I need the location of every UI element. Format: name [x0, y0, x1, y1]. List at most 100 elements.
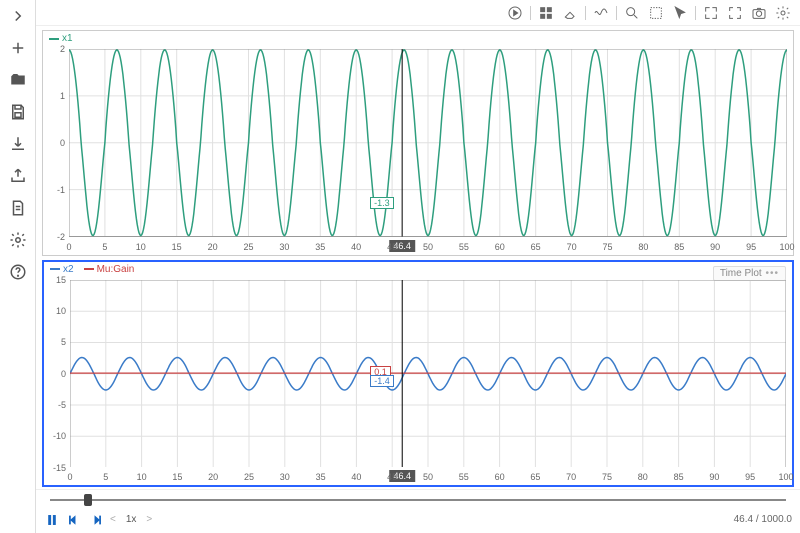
export-icon[interactable]: [8, 166, 28, 186]
fullscreen-icon[interactable]: [726, 4, 744, 22]
x-tick-label: 45: [387, 472, 397, 482]
x-tick-label: 95: [745, 472, 755, 482]
legend-swatch: [50, 268, 60, 270]
x-tick-label: 90: [710, 242, 720, 252]
x-tick-label: 0: [67, 472, 72, 482]
x-tick-label: 95: [746, 242, 756, 252]
expand-icon[interactable]: [702, 4, 720, 22]
x-tick-label: 30: [279, 242, 289, 252]
x-tick-label: 15: [172, 242, 182, 252]
x-tick-label: 15: [172, 472, 182, 482]
plot-panel-x1[interactable]: x1 46.4 05101520253035404550556065707580…: [42, 30, 794, 256]
y-tick-label: -15: [46, 463, 66, 473]
legend: x2 Mu:Gain: [50, 264, 134, 275]
settings-icon[interactable]: [8, 230, 28, 250]
playback-bar: < 1x > 46.4 / 1000.0: [36, 489, 800, 533]
gear-icon[interactable]: [774, 4, 792, 22]
x-tick-label: 55: [459, 242, 469, 252]
x-tick-label: 20: [208, 472, 218, 482]
plot-panel-x2[interactable]: x2 Mu:Gain Time Plot 46.4 05101520253035…: [42, 260, 794, 488]
folder-icon[interactable]: [8, 70, 28, 90]
left-sidebar: [0, 0, 36, 533]
cursor-value-tag: -1.3: [370, 197, 394, 209]
chart-area[interactable]: [69, 49, 787, 237]
step-back-icon[interactable]: [66, 512, 82, 528]
y-tick-label: 2: [45, 44, 65, 54]
legend-label: Mu:Gain: [97, 264, 135, 275]
chart-area[interactable]: [70, 280, 786, 468]
cursor-value-tag: -1.4: [370, 375, 394, 387]
x-tick-label: 85: [674, 472, 684, 482]
y-tick-label: 5: [46, 337, 66, 347]
eraser-icon[interactable]: [561, 4, 579, 22]
x-tick-label: 35: [316, 472, 326, 482]
collapse-icon[interactable]: [8, 6, 28, 26]
run-icon[interactable]: [506, 4, 524, 22]
add-icon[interactable]: [8, 38, 28, 58]
grid-icon[interactable]: [537, 4, 555, 22]
legend-label: x2: [63, 264, 74, 275]
toolbar-divider: [530, 6, 531, 20]
legend-swatch: [84, 268, 94, 270]
toolbar-divider: [616, 6, 617, 20]
x-tick-label: 5: [103, 472, 108, 482]
x-tick-label: 70: [567, 242, 577, 252]
zoom-icon[interactable]: [623, 4, 641, 22]
y-tick-label: 10: [46, 306, 66, 316]
x-tick-label: 10: [137, 472, 147, 482]
signal-icon[interactable]: [592, 4, 610, 22]
speed-up-icon[interactable]: >: [146, 514, 152, 525]
plots-container: x1 46.4 05101520253035404550556065707580…: [36, 26, 800, 489]
y-tick-label: -10: [46, 431, 66, 441]
legend: x1: [49, 33, 73, 44]
x-tick-label: 5: [102, 242, 107, 252]
x-tick-label: 90: [709, 472, 719, 482]
camera-icon[interactable]: [750, 4, 768, 22]
x-tick-label: 100: [778, 472, 793, 482]
x-tick-label: 20: [208, 242, 218, 252]
time-status: 46.4 / 1000.0: [734, 514, 792, 525]
y-tick-label: 0: [46, 369, 66, 379]
x-tick-label: 65: [531, 242, 541, 252]
x-tick-label: 80: [638, 472, 648, 482]
y-tick-label: 15: [46, 275, 66, 285]
download-icon[interactable]: [8, 134, 28, 154]
y-tick-label: 1: [45, 91, 65, 101]
document-icon[interactable]: [8, 198, 28, 218]
speed-label: 1x: [122, 514, 141, 525]
play-controls: < 1x >: [44, 512, 152, 528]
x-tick-label: 50: [423, 472, 433, 482]
x-tick-label: 75: [602, 242, 612, 252]
speed-down-icon[interactable]: <: [110, 514, 116, 525]
y-tick-label: -2: [45, 232, 65, 242]
step-forward-icon[interactable]: [88, 512, 104, 528]
x-tick-label: 100: [779, 242, 794, 252]
x-tick-label: 45: [387, 242, 397, 252]
x-tick-label: 65: [530, 472, 540, 482]
time-slider[interactable]: [44, 492, 792, 509]
save-icon[interactable]: [8, 102, 28, 122]
x-tick-label: 85: [674, 242, 684, 252]
x-tick-label: 70: [566, 472, 576, 482]
x-tick-label: 50: [423, 242, 433, 252]
x-tick-label: 35: [315, 242, 325, 252]
x-tick-label: 75: [602, 472, 612, 482]
help-icon[interactable]: [8, 262, 28, 282]
zoom-region-icon[interactable]: [647, 4, 665, 22]
x-tick-label: 80: [638, 242, 648, 252]
y-tick-label: -5: [46, 400, 66, 410]
x-tick-label: 40: [351, 472, 361, 482]
pointer-icon[interactable]: [671, 4, 689, 22]
main-area: x1 46.4 05101520253035404550556065707580…: [36, 0, 800, 533]
x-tick-label: 0: [66, 242, 71, 252]
x-tick-label: 10: [136, 242, 146, 252]
toolbar-divider: [585, 6, 586, 20]
pause-icon[interactable]: [44, 512, 60, 528]
plot-type-selector[interactable]: Time Plot: [713, 266, 786, 281]
x-tick-label: 40: [351, 242, 361, 252]
x-tick-label: 25: [244, 472, 254, 482]
slider-knob[interactable]: [84, 494, 92, 506]
x-tick-label: 60: [495, 472, 505, 482]
x-tick-label: 30: [280, 472, 290, 482]
top-toolbar: [36, 0, 800, 26]
